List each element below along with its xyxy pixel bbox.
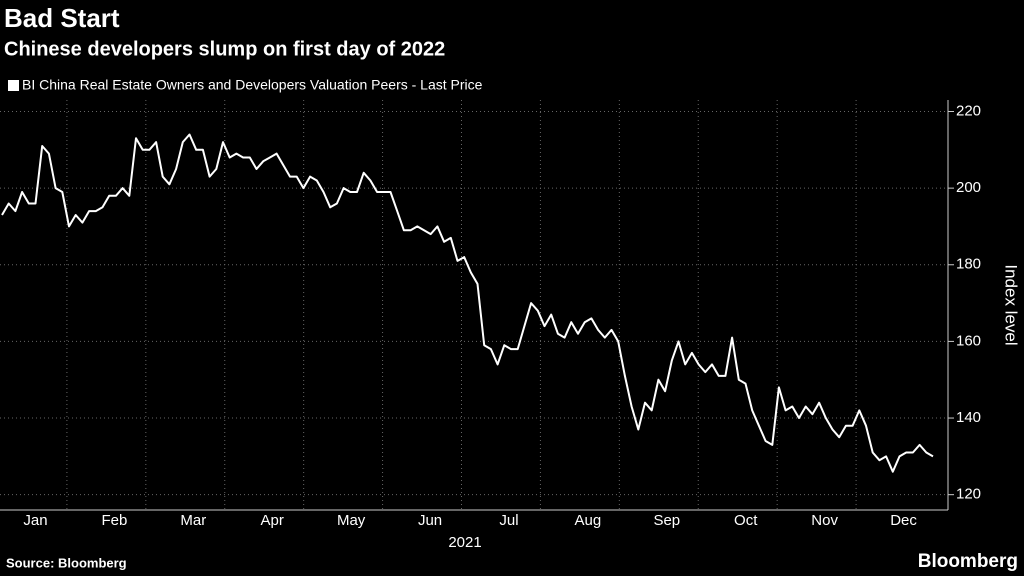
x-tick-label: Nov <box>811 512 838 529</box>
y-tick-label: 180 <box>956 256 981 273</box>
x-tick-label: Dec <box>890 512 917 529</box>
y-tick-label: 120 <box>956 486 981 503</box>
y-tick-label: 140 <box>956 409 981 426</box>
line <box>1 133 934 473</box>
chart-title: Bad Start <box>4 3 120 33</box>
x-tick-label: Jun <box>418 512 442 529</box>
x-tick-label: Oct <box>734 512 758 529</box>
legend-label: BI China Real Estate Owners and Develope… <box>22 77 483 93</box>
source: Source: Bloomberg <box>6 555 127 570</box>
x-tick-label: Sep <box>653 512 680 529</box>
x-tick-label: Jan <box>23 512 47 529</box>
x-tick-label: May <box>337 512 366 529</box>
x-tick-label: Mar <box>180 512 206 529</box>
x-tick-label: Aug <box>575 512 602 529</box>
chart-subtitle: Chinese developers slump on first day of… <box>4 38 445 60</box>
legend-swatch <box>8 80 19 91</box>
brand: Bloomberg <box>918 551 1018 572</box>
x-tick-label: Apr <box>261 512 284 529</box>
y-tick-label: 200 <box>956 179 981 196</box>
y-axis-label: Index level <box>1002 264 1021 345</box>
y-tick-label: 160 <box>956 332 981 349</box>
x-axis-label: 2021 <box>448 534 481 551</box>
x-tick-label: Feb <box>101 512 127 529</box>
x-tick-label: Jul <box>499 512 518 529</box>
y-tick-label: 220 <box>956 102 981 119</box>
